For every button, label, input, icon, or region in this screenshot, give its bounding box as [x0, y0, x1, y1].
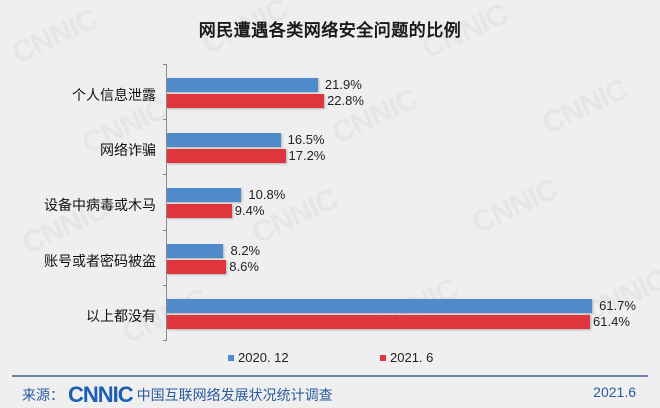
axis-tick: [163, 174, 167, 175]
bar-2021-6: [167, 149, 286, 163]
axis-tick: [163, 285, 167, 286]
source-line: 来源： CNNIC 中国互联网络发展状况统计调查: [22, 382, 333, 408]
axis-tick: [163, 230, 167, 231]
value-label: 17.2%: [288, 148, 326, 163]
legend-item-2021: 2021. 6: [380, 350, 433, 365]
axis-tick: [163, 64, 167, 65]
category-label: 设备中病毒或木马: [44, 198, 156, 214]
legend-swatch-blue: [228, 354, 234, 361]
value-label: 8.6%: [229, 259, 259, 274]
cnnic-watermark: CNNIC: [537, 73, 633, 142]
value-label: 16.5%: [287, 132, 325, 147]
value-label: 10.8%: [248, 187, 286, 202]
category-label: 网络诈骗: [100, 143, 156, 159]
value-label: 61.4%: [593, 314, 630, 329]
bar-2021-6: [167, 260, 227, 274]
legend-item-2020: 2020. 12: [228, 350, 289, 365]
value-label: 22.8%: [327, 93, 364, 108]
bar-2020-12: [167, 244, 224, 258]
value-label: 8.2%: [230, 243, 261, 258]
legend-label: 2021. 6: [390, 350, 434, 365]
y-axis: [166, 64, 167, 340]
footer-divider: [12, 375, 648, 377]
bar-2020-12: [167, 133, 281, 147]
category-label: 个人信息泄露: [72, 88, 156, 104]
category-label: 账号或者密码被盗: [44, 254, 156, 270]
source-text: 中国互联网络发展状况统计调查: [136, 388, 333, 404]
value-label: 61.7%: [599, 298, 636, 313]
axis-tick: [163, 119, 167, 120]
bar-2020-12: [167, 78, 318, 92]
category-label: 以上都没有: [86, 309, 156, 325]
legend-swatch-red: [380, 354, 386, 361]
cnnic-watermark: CNNIC: [467, 173, 563, 242]
bar-2021-6: [167, 315, 591, 329]
value-label: 21.9%: [324, 77, 362, 92]
chart-title: 网民遭遇各类网络安全问题的比例: [198, 21, 462, 41]
cnnic-logo: CNNIC: [68, 382, 134, 407]
value-label: 9.4%: [234, 203, 265, 218]
report-date: 2021.6: [593, 384, 636, 400]
legend-label: 2020. 12: [238, 350, 289, 365]
source-label: 来源：: [22, 388, 64, 404]
bar-2021-6: [167, 204, 232, 218]
bar-2021-6: [167, 94, 325, 108]
bar-2020-12: [167, 299, 593, 313]
bar-2020-12: [167, 188, 242, 202]
axis-tick: [163, 340, 167, 341]
